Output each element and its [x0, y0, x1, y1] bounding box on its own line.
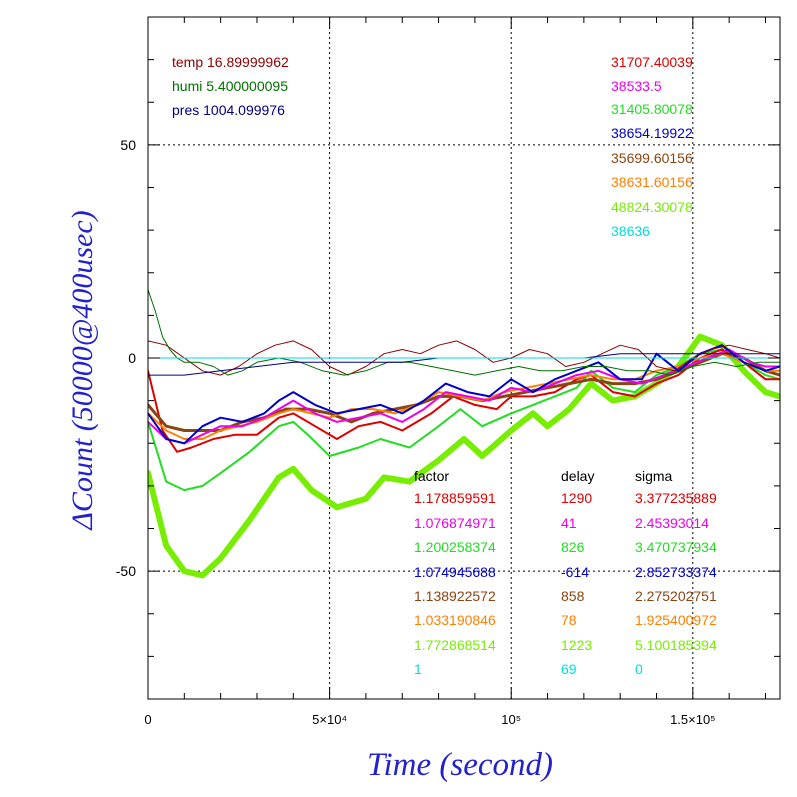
header-factor: factor: [414, 468, 449, 484]
series-line-8: [148, 340, 780, 376]
sigma-6: 1.925400972: [635, 612, 717, 628]
x-axis-title: Time (second): [367, 747, 553, 783]
series-group: [148, 289, 780, 579]
y-tick-label-2: 50: [120, 137, 136, 153]
header-delay: delay: [561, 468, 594, 484]
delay-5: 858: [561, 588, 585, 604]
sigma-7: 5.100185394: [635, 637, 717, 653]
tick-marks: [148, 17, 780, 699]
sigma-2: 2.45393014: [635, 515, 709, 531]
count-label-1: 31707.40039: [611, 54, 693, 70]
env-humi: humi 5.400000095: [172, 78, 288, 94]
factor-1: 1.178859591: [414, 490, 496, 506]
x-tick-label-0: 0: [144, 712, 151, 727]
factor-8: 1: [414, 661, 422, 677]
count-label-3: 31405.80078: [611, 101, 693, 117]
factor-5: 1.138922572: [414, 588, 496, 604]
sigma-1: 3.377235889: [635, 490, 717, 506]
factor-6: 1.033190846: [414, 612, 496, 628]
count-label-8: 38636: [611, 223, 650, 239]
env-temp: temp 16.89999962: [172, 54, 289, 70]
series-line-7: [148, 344, 780, 445]
sigma-3: 3.470737934: [635, 539, 717, 555]
fit-table: factor delay sigma 1.178859591 1290 3.37…: [414, 468, 717, 677]
count-label-5: 35699.60156: [611, 150, 693, 166]
env-readout: temp 16.89999962 humi 5.400000095 pres 1…: [172, 54, 289, 118]
header-sigma: sigma: [635, 468, 673, 484]
factor-3: 1.200258374: [414, 539, 496, 555]
factor-7: 1.772868514: [414, 637, 496, 653]
delay-1: 1290: [561, 490, 592, 506]
count-label-2: 38533.5: [611, 78, 662, 94]
factor-2: 1.076874971: [414, 515, 496, 531]
delay-7: 1223: [561, 637, 592, 653]
count-label-6: 38631.60156: [611, 174, 693, 190]
y-tick-label-1: 0: [128, 350, 136, 366]
count-label-7: 48824.30078: [611, 199, 693, 215]
tick-labels: 0 5×10⁴ 10⁵ 1.5×10⁵ -50 0 50: [116, 137, 716, 727]
x-tick-label-1: 5×10⁴: [312, 712, 347, 727]
series-line-1: [148, 333, 780, 579]
delay-4: -614: [561, 564, 589, 580]
series-line-3: [148, 348, 780, 453]
y-axis-title: ΔCount (50000@400usec): [66, 210, 99, 530]
delay-8: 69: [561, 661, 577, 677]
env-pres: pres 1004.099976: [172, 102, 285, 118]
sigma-5: 2.275202751: [635, 588, 717, 604]
x-tick-label-3: 1.5×10⁵: [670, 712, 716, 727]
delay-3: 826: [561, 539, 585, 555]
sigma-8: 0: [635, 661, 643, 677]
delay-6: 78: [561, 612, 577, 628]
count-label-4: 38654.19922: [611, 125, 693, 141]
y-tick-label-0: -50: [116, 563, 136, 579]
count-legend: 31707.40039 38533.5 31405.80078 38654.19…: [611, 54, 693, 239]
series-line-9: [148, 289, 780, 376]
x-tick-label-2: 10⁵: [501, 712, 521, 727]
factor-4: 1.074945688: [414, 564, 496, 580]
sigma-4: 2.852733374: [635, 564, 717, 580]
delay-2: 41: [561, 515, 577, 531]
